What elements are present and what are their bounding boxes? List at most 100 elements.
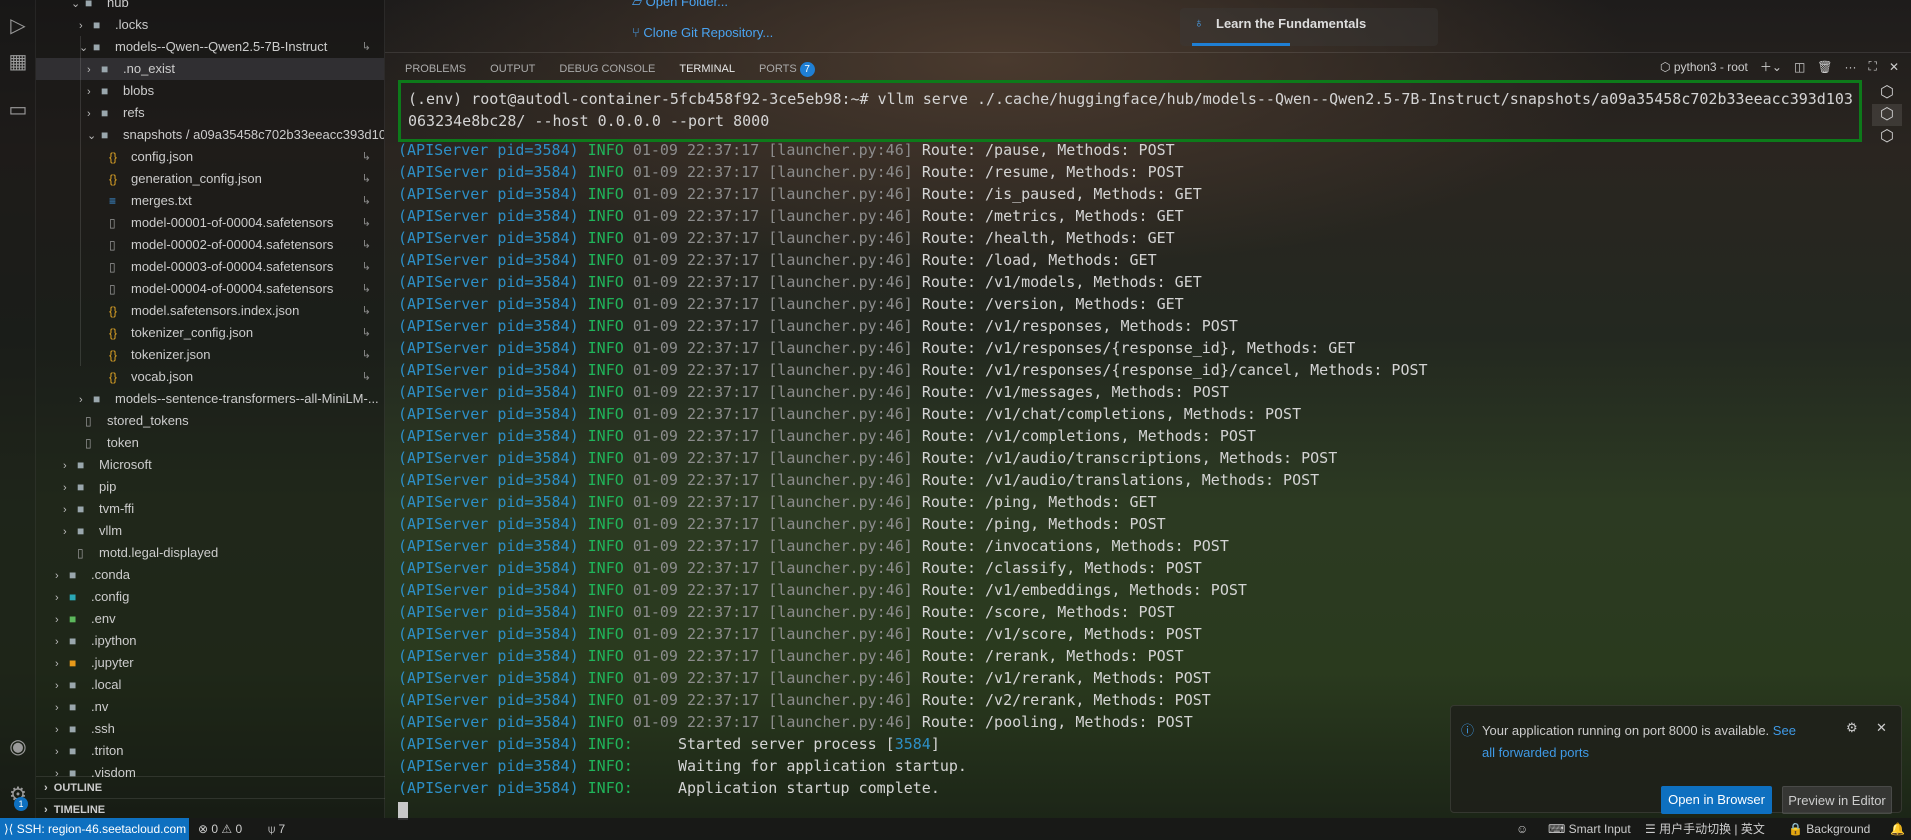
tree-item[interactable]: › ■ .ssh bbox=[36, 718, 384, 740]
tree-item[interactable]: › ■ blobs bbox=[36, 80, 384, 102]
tree-item[interactable]: › ■ models--sentence-transformers--all-Min… bbox=[36, 388, 384, 410]
open-in-browser-button[interactable]: Open in Browser bbox=[1661, 786, 1772, 814]
folder-icon: ■ bbox=[101, 128, 109, 142]
notifications-bell-icon[interactable]: 🔔 bbox=[1890, 822, 1905, 836]
account-icon[interactable]: ◉ bbox=[9, 736, 27, 758]
tree-item[interactable]: › ■ .config bbox=[36, 586, 384, 608]
json-file-icon: {} bbox=[109, 348, 118, 362]
clone-repo-link[interactable]: ⑂ Clone Git Repository... bbox=[632, 25, 773, 40]
trash-icon[interactable]: 🗑 bbox=[1817, 59, 1833, 74]
tree-item[interactable]: ▯ model-00001-of-00004.safetensors ↳ bbox=[36, 212, 384, 234]
folder-icon: ■ bbox=[77, 502, 85, 516]
chevron-right-icon: › bbox=[63, 526, 67, 538]
log-timestamp: 01-09 22:37:17 bbox=[632, 515, 760, 533]
split-terminal-icon[interactable]: ◫ bbox=[1793, 59, 1806, 74]
tree-item[interactable]: {} vocab.json ↳ bbox=[36, 366, 384, 388]
log-timestamp: 01-09 22:37:17 bbox=[632, 141, 760, 159]
tree-item[interactable]: {} generation_config.json ↳ bbox=[36, 168, 384, 190]
tree-item[interactable]: › ■ .env bbox=[36, 608, 384, 630]
tree-item[interactable]: ▯ model-00004-of-00004.safetensors ↳ bbox=[36, 278, 384, 300]
tab-problems[interactable]: PROBLEMS bbox=[405, 58, 466, 82]
tree-item[interactable]: {} model.safetensors.index.json ↳ bbox=[36, 300, 384, 322]
terminal-profile[interactable]: ⬡ python3 - root bbox=[1660, 59, 1748, 74]
tree-item-label: snapshots / a09a35458c702b33eeacc393d10.… bbox=[123, 127, 385, 142]
tree-item[interactable]: › ■ .local bbox=[36, 674, 384, 696]
git-branch-icon: ⑂ bbox=[632, 25, 644, 40]
log-source: [launcher.py:46] bbox=[768, 647, 913, 665]
tree-item[interactable]: › ■ .triton bbox=[36, 740, 384, 762]
notification-message: Your application running on port 8000 is… bbox=[1482, 723, 1770, 738]
see-forwarded-ports-link[interactable]: See all forwarded ports bbox=[1482, 723, 1796, 760]
tree-item[interactable]: › ■ .jupyter bbox=[36, 652, 384, 674]
tree-item[interactable]: › ■ refs bbox=[36, 102, 384, 124]
remote-indicator[interactable]: ⟩⟨ SSH: region-46.seetacloud.com bbox=[0, 818, 189, 840]
tree-item[interactable]: › ■ tvm-ffi bbox=[36, 498, 384, 520]
tree-item[interactable]: ▯ stored_tokens bbox=[36, 410, 384, 432]
extensions-icon[interactable]: ▦ bbox=[8, 51, 28, 73]
config-folder-icon: ■ bbox=[69, 590, 77, 604]
log-line: (APIServer pid=3584) INFO: Waiting for a… bbox=[398, 755, 1428, 777]
tab-ports[interactable]: PORTS 7 bbox=[759, 58, 815, 82]
tab-terminal[interactable]: TERMINAL bbox=[679, 58, 735, 82]
preview-in-editor-button[interactable]: Preview in Editor bbox=[1782, 786, 1892, 814]
folder-icon: ■ bbox=[77, 480, 85, 494]
tab-output[interactable]: OUTPUT bbox=[490, 58, 535, 82]
tree-item[interactable]: › ■ pip bbox=[36, 476, 384, 498]
tab-debug-console[interactable]: DEBUG CONSOLE bbox=[559, 58, 655, 82]
close-panel-icon[interactable]: ✕ bbox=[1888, 59, 1899, 74]
log-line: (APIServer pid=3584) INFO 01-09 22:37:17… bbox=[398, 359, 1428, 381]
tree-item[interactable]: › ■ .conda bbox=[36, 564, 384, 586]
tree-item[interactable]: ▯ motd.legal-displayed bbox=[36, 542, 384, 564]
keyboard-icon: ⌨ bbox=[1548, 822, 1569, 836]
tree-item[interactable]: {} tokenizer_config.json ↳ bbox=[36, 322, 384, 344]
learn-fundamentals-card[interactable]: ♁ Learn the Fundamentals bbox=[1180, 8, 1438, 46]
gear-icon[interactable]: ⚙ bbox=[1846, 720, 1858, 735]
smart-input[interactable]: ⌨ Smart Input bbox=[1548, 818, 1631, 840]
tree-item[interactable]: ▯ model-00003-of-00004.safetensors ↳ bbox=[36, 256, 384, 278]
tree-item[interactable]: {} config.json ↳ bbox=[36, 146, 384, 168]
log-source: [launcher.py:46] bbox=[768, 251, 913, 269]
tree-item[interactable]: ▯ model-00002-of-00004.safetensors ↳ bbox=[36, 234, 384, 256]
copilot-icon[interactable]: ☺ bbox=[1516, 822, 1529, 836]
log-prefix: (APIServer pid=3584) bbox=[398, 207, 579, 225]
run-debug-icon[interactable]: ▷ bbox=[10, 15, 26, 37]
close-icon[interactable]: ✕ bbox=[1876, 720, 1887, 735]
timeline-section[interactable]: › TIMELINE bbox=[36, 798, 385, 820]
symlink-icon: ↳ bbox=[361, 327, 371, 339]
problems-indicator[interactable]: ⊗ 0 ⚠ 0 bbox=[198, 818, 242, 840]
tree-item[interactable]: › ■ .visdom bbox=[36, 762, 384, 784]
tree-item[interactable]: ⌄ ■ snapshots / a09a35458c702b33eeacc393d1… bbox=[36, 124, 385, 146]
outline-section[interactable]: › OUTLINE bbox=[36, 776, 385, 798]
terminal-output[interactable]: (APIServer pid=3584) INFO 01-09 22:37:17… bbox=[398, 139, 1428, 821]
ime-indicator[interactable]: ☰ 用户手动切换 | 英文 bbox=[1645, 818, 1765, 840]
terminal-instance-icon[interactable]: ⬡ bbox=[1880, 128, 1894, 145]
new-terminal-button[interactable]: ＋⌄ bbox=[1759, 60, 1782, 74]
tree-item[interactable]: ⌄ ■ hub bbox=[36, 0, 384, 14]
tree-item[interactable]: ▯ token bbox=[36, 432, 384, 454]
open-folder-link[interactable]: ▱ Open Folder... bbox=[632, 0, 728, 10]
tree-item[interactable]: ≡ merges.txt ↳ bbox=[36, 190, 384, 212]
tree-item[interactable]: › ■ .ipython bbox=[36, 630, 384, 652]
tree-item[interactable]: › ■ Microsoft bbox=[36, 454, 384, 476]
chevron-right-icon: › bbox=[55, 636, 59, 648]
remote-explorer-icon[interactable]: ▭ bbox=[8, 99, 28, 121]
more-actions-icon[interactable]: ··· bbox=[1844, 59, 1857, 74]
background-indicator[interactable]: 🔒 Background bbox=[1788, 818, 1870, 840]
maximize-panel-icon[interactable]: ⛶ bbox=[1868, 59, 1877, 73]
terminal-instance-icon[interactable]: ⬡ bbox=[1880, 84, 1894, 101]
log-route: Route: /load, Methods: GET bbox=[921, 251, 1157, 269]
tree-item[interactable]: › ■ .locks bbox=[36, 14, 384, 36]
jupyter-folder-icon: ■ bbox=[69, 656, 77, 670]
ports-indicator[interactable]: ⍦ 7 bbox=[268, 818, 285, 840]
tree-item[interactable]: {} tokenizer.json ↳ bbox=[36, 344, 384, 366]
log-source: [launcher.py:46] bbox=[768, 493, 913, 511]
tree-item[interactable]: › ■ .nv bbox=[36, 696, 384, 718]
tree-item[interactable]: ⌄ ■ models--Qwen--Qwen2.5-7B-Instruct ↳ bbox=[36, 36, 384, 58]
log-line: (APIServer pid=3584) INFO 01-09 22:37:17… bbox=[398, 315, 1428, 337]
log-line: (APIServer pid=3584) INFO 01-09 22:37:17… bbox=[398, 557, 1428, 579]
log-line: (APIServer pid=3584) INFO 01-09 22:37:17… bbox=[398, 579, 1428, 601]
tree-item[interactable]: › ■ .no_exist bbox=[36, 58, 384, 80]
terminal-instance-icon[interactable]: ⬡ bbox=[1872, 104, 1902, 126]
tree-item[interactable]: › ■ vllm bbox=[36, 520, 384, 542]
json-file-icon: {} bbox=[109, 370, 118, 384]
